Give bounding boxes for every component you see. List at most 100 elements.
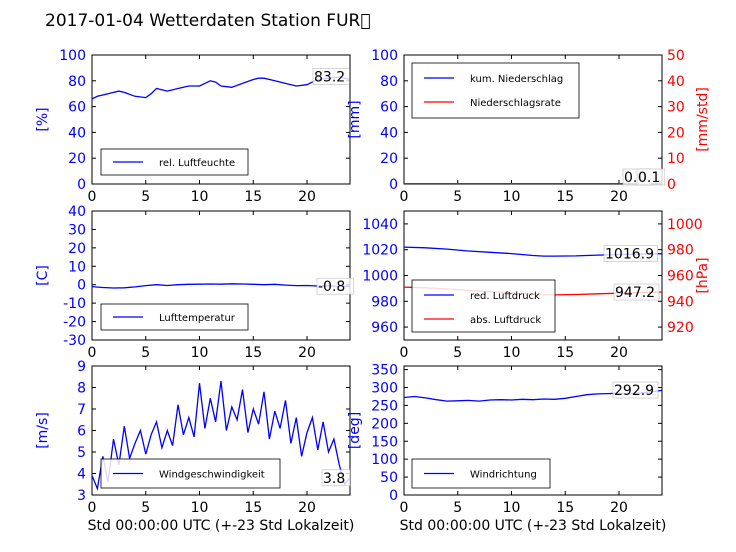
series-line-windspeed-0 — [92, 380, 350, 491]
value-annotation-box — [613, 283, 660, 301]
y-tick-label: 150 — [371, 434, 398, 450]
y2-tick-label: 50 — [667, 48, 685, 64]
x-tick-label: 20 — [298, 500, 316, 516]
y-axis-label: [%] — [35, 107, 51, 131]
value-annotation-box — [603, 245, 658, 262]
value-annotation: 947.2 — [615, 285, 655, 301]
y-tick-label: 20 — [68, 151, 86, 167]
x-tick-label: 10 — [191, 345, 209, 361]
x-tick-label: 0 — [88, 500, 97, 516]
x-tick-label: 15 — [556, 345, 574, 361]
legend-entry: Windrichtung — [470, 470, 537, 481]
y-tick-label: 20 — [380, 151, 398, 167]
value-annotation: -0.8 — [318, 279, 345, 295]
x-tick-label: 20 — [298, 345, 316, 361]
y-axis-label: [deg] — [347, 412, 363, 449]
y-tick-label: 250 — [371, 398, 398, 414]
x-tick-label: 20 — [610, 500, 628, 516]
y-tick-label: 60 — [68, 100, 86, 116]
plot-frame — [91, 54, 351, 185]
y-tick-label: 100 — [59, 48, 86, 64]
x-axis-label-right: Std 00:00:00 UTC (+-23 Std Lokalzeit) — [400, 518, 667, 534]
y-tick-label: 7 — [77, 402, 86, 418]
y2-tick-label: 920 — [667, 320, 694, 336]
x-tick-label: 20 — [298, 189, 316, 205]
y-tick-label: 960 — [371, 320, 398, 336]
x-tick-label: 20 — [610, 345, 628, 361]
x-tick-label: 15 — [244, 345, 262, 361]
y-tick-label: 1000 — [362, 269, 398, 285]
x-tick-label: 5 — [453, 500, 462, 516]
x-tick-label: 0 — [88, 189, 97, 205]
figure-title: 2017-01-04 Wetterdaten Station FUR  — [45, 11, 371, 31]
legend-box — [411, 279, 556, 333]
x-tick-label: 0 — [88, 345, 97, 361]
panel-pressure: 0 5 10 15 20 960 980 1000 1020 1040 920 940 960 980 10… — [362, 210, 711, 361]
y-tick-label: 6 — [77, 424, 86, 440]
y2-tick-label: 30 — [667, 100, 685, 116]
series-line-temperature-0 — [92, 283, 350, 289]
y-tick-label: 980 — [371, 294, 398, 310]
y2-tick-label: 20 — [667, 125, 685, 141]
x-tick-label: 10 — [191, 189, 209, 205]
y-tick-label: 30 — [68, 222, 86, 238]
x-tick-label: 0 — [400, 345, 409, 361]
legend-entry: abs. Luftdruck — [470, 315, 541, 326]
panel-temperature: 0 5 10 15 20 -30 -20 -10 0 10 20 30 40 [C] Lufttempera… — [35, 204, 354, 361]
value-annotation-box — [321, 469, 351, 487]
x-tick-label: 0 — [400, 189, 409, 205]
legend-entry: rel. Luftfeuchte — [159, 158, 235, 169]
value-annotation: 3.8 — [323, 471, 345, 487]
value-annotation: 83.2 — [314, 70, 345, 86]
legend-entry: Lufttemperatur — [159, 313, 236, 324]
y-tick-label: 40 — [380, 125, 398, 141]
y2-axis-label: [hPa] — [695, 257, 711, 293]
y2-tick-label: 0 — [667, 177, 676, 193]
x-tick-label: 5 — [141, 345, 150, 361]
y2-tick-label: 960 — [667, 269, 694, 285]
y-tick-label: 9 — [77, 359, 86, 375]
y-tick-label: 4 — [77, 467, 86, 483]
y-axis-label: [m/s] — [35, 412, 51, 449]
x-tick-label: 15 — [556, 500, 574, 516]
y2-tick-label: 940 — [667, 294, 694, 310]
y-tick-label: 350 — [371, 363, 398, 379]
value-annotation: 292.9 — [614, 383, 654, 399]
x-tick-label: 15 — [556, 189, 574, 205]
panel-winddirection: 0 5 10 15 20050100150200250300350[deg]Windri… — [347, 363, 663, 516]
x-axis-label-left: Std 00:00:00 UTC (+-23 Std Lokalzeit) — [88, 518, 355, 534]
y2-tick-label: 1000 — [667, 217, 703, 233]
y-tick-label: 5 — [77, 445, 86, 461]
y2-axis-label: [mm/std] — [695, 87, 711, 152]
y-tick-label: 40 — [68, 204, 86, 220]
y-tick-label: 100 — [371, 48, 398, 64]
legend-entry: kum. Niederschlag — [470, 74, 563, 85]
legend-entry: Niederschlagsrate — [470, 98, 561, 109]
y-tick-label: 100 — [371, 452, 398, 468]
value-annotation-box — [636, 168, 666, 186]
series-line-humidity-0 — [92, 76, 350, 100]
value-annotation-box — [316, 277, 354, 295]
y-tick-label: 8 — [77, 381, 86, 397]
y-axis-label: [C] — [35, 265, 51, 286]
x-tick-label: 10 — [503, 500, 521, 516]
x-tick-label: 0 — [400, 500, 409, 516]
y-tick-label: 80 — [68, 74, 86, 90]
y-tick-label: -30 — [63, 333, 86, 349]
x-tick-label: 5 — [453, 345, 462, 361]
panel-humidity: 0 5 10 15 20 0 20 40 60 80 100 [%] rel. Luftfeuchte 8… — [35, 48, 351, 205]
x-tick-label: 20 — [610, 189, 628, 205]
y-tick-label: 0 — [77, 278, 86, 294]
value-annotation-box — [312, 68, 350, 85]
x-tick-label: 10 — [191, 500, 209, 516]
y-tick-label: 20 — [68, 241, 86, 257]
y-tick-label: 200 — [371, 416, 398, 432]
y-tick-label: -10 — [63, 296, 86, 312]
y-tick-label: 300 — [371, 381, 398, 397]
panel-windspeed: 0 5 10 15 20 3 4 5 6 7 8 9 [m/s] Windgeschwindigkeit 3… — [35, 359, 351, 516]
y-tick-label: 1020 — [362, 243, 398, 259]
legend-entry: red. Luftdruck — [470, 291, 540, 302]
x-tick-label: 10 — [503, 189, 521, 205]
y2-tick-label: 980 — [667, 243, 694, 259]
value-annotation-box — [612, 381, 659, 399]
